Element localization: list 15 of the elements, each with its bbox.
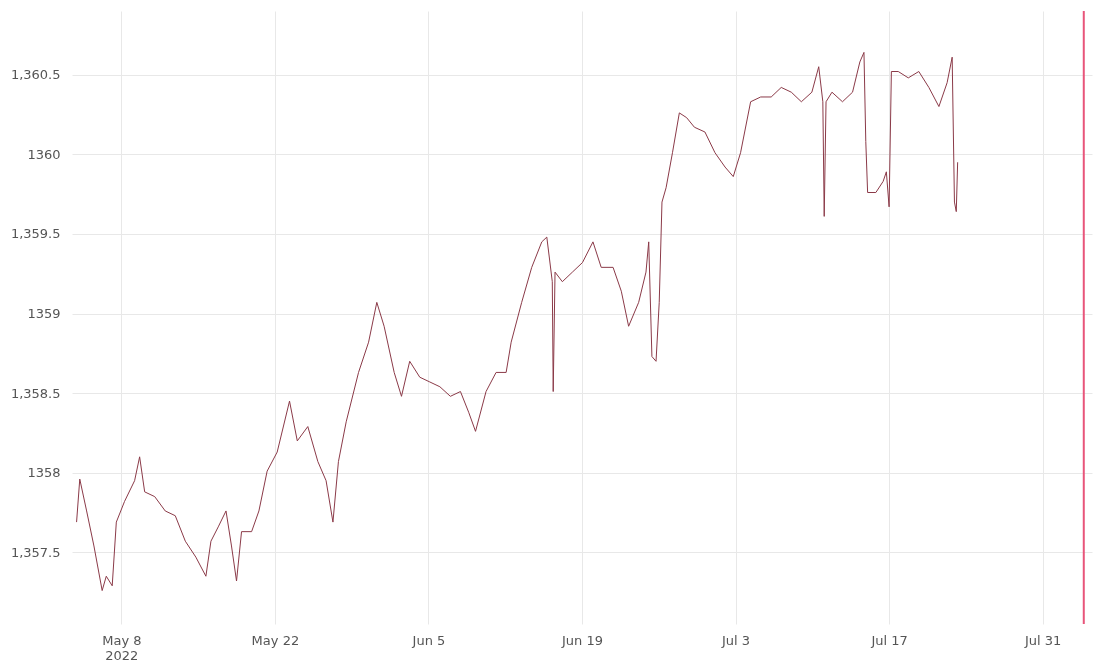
y-tick-label: 1,358.5 — [10, 385, 61, 401]
x-tick-label: Jul 3 — [721, 632, 751, 648]
line-series — [76, 51, 959, 592]
y-tick-label: 1,360.5 — [10, 67, 61, 83]
x-tick-label: Jun 5 — [411, 632, 446, 648]
y-tick-label: 1,357.5 — [10, 544, 61, 560]
x-tick-label: Jul 17 — [870, 632, 908, 648]
x-tick-label: Jun 19 — [561, 632, 603, 648]
y-tick-label: 1360 — [27, 146, 61, 162]
x-tick-label: May 8 2022 — [102, 632, 142, 663]
y-tick-label: 1359 — [27, 306, 61, 322]
y-tick-label: 1,359.5 — [10, 226, 61, 242]
x-tick-label: Jul 31 — [1023, 632, 1062, 648]
x-tick-label: May 22 — [251, 632, 300, 648]
y-tick-label: 1358 — [27, 465, 61, 481]
